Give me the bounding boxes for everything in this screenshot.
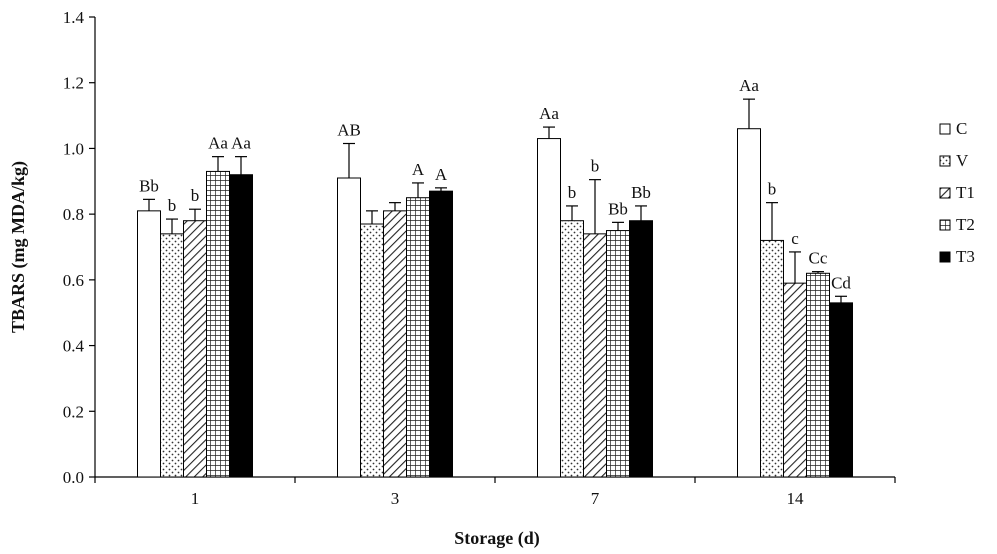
legend-label-t3: T3 <box>956 247 975 266</box>
legend-swatch-t2 <box>939 219 951 231</box>
y-axis-title: TBARS (mg MDA/kg) <box>8 161 29 333</box>
significance-label: Bb <box>139 176 159 195</box>
significance-label: b <box>591 157 600 176</box>
significance-label: b <box>768 180 777 199</box>
x-axis-title: Storage (d) <box>454 528 539 549</box>
x-tick-label: 7 <box>591 489 600 508</box>
y-tick-label: 1.0 <box>63 139 84 158</box>
bar-v-day-7 <box>560 220 584 478</box>
significance-label: Cc <box>809 249 828 268</box>
bar-t3-day-7 <box>629 220 653 478</box>
significance-label: Bb <box>631 183 651 202</box>
significance-label: Aa <box>231 134 251 153</box>
y-axis: 0.0 0.2 0.4 0.6 0.8 1.0 1.2 1.4 <box>63 8 96 487</box>
significance-label: Aa <box>739 76 759 95</box>
x-tick-label: 1 <box>191 489 200 508</box>
x-tick-label: 3 <box>391 489 400 508</box>
bar-v-day-1 <box>160 233 184 478</box>
significance-label: Aa <box>208 134 228 153</box>
legend-swatch-t1 <box>939 187 951 199</box>
bar-t1-day-14 <box>783 282 807 478</box>
y-tick-label: 0.4 <box>63 337 85 356</box>
significance-label: b <box>568 183 577 202</box>
bar-t2-day-1 <box>206 170 230 478</box>
y-tick-label: 1.2 <box>63 74 84 93</box>
bar-c-day-1 <box>137 210 161 478</box>
x-tick-label: 14 <box>787 489 805 508</box>
significance-label: Bb <box>608 199 628 218</box>
bar-t2-day-3 <box>406 197 430 478</box>
y-tick-label: 0.2 <box>63 402 84 421</box>
significance-label: b <box>191 186 200 205</box>
significance-label: Cd <box>831 273 851 292</box>
y-tick-label: 1.4 <box>63 8 85 27</box>
legend: CV T1 T2 T3 <box>939 119 975 266</box>
significance-label: A <box>412 160 425 179</box>
bar-t3-day-1 <box>229 174 253 478</box>
bar-t3-day-3 <box>429 190 453 478</box>
bar-c-day-7 <box>537 138 561 478</box>
legend-label-t2: T2 <box>956 215 975 234</box>
bar-t1-day-3 <box>383 210 407 478</box>
bar-c-day-3 <box>337 177 361 478</box>
legend-label-t1: T1 <box>956 183 975 202</box>
bar-t1-day-7 <box>583 233 607 478</box>
bar-t2-day-7 <box>606 230 630 478</box>
y-tick-label: 0.0 <box>63 468 84 487</box>
y-tick-label: 0.8 <box>63 205 84 224</box>
significance-label: b <box>168 196 177 215</box>
bar-v-day-3 <box>360 223 384 478</box>
bar-t3-day-14 <box>829 302 853 478</box>
legend-label-v: V <box>956 151 969 170</box>
significance-label: Aa <box>539 104 559 123</box>
legend-swatch-t3 <box>939 251 951 263</box>
significance-label: AB <box>337 121 361 140</box>
bar-t1-day-1 <box>183 220 207 478</box>
legend-swatch-c <box>939 123 951 135</box>
x-axis: 1 3 7 14 <box>94 476 896 508</box>
significance-label: c <box>791 229 799 248</box>
legend-swatch-v <box>939 155 951 167</box>
bar-t2-day-14 <box>806 272 830 478</box>
y-tick-label: 0.6 <box>63 271 84 290</box>
legend-label-c: C <box>956 119 967 138</box>
significance-label: A <box>435 165 448 184</box>
bar-v-day-14 <box>760 239 784 478</box>
bar-c-day-14 <box>737 128 761 478</box>
